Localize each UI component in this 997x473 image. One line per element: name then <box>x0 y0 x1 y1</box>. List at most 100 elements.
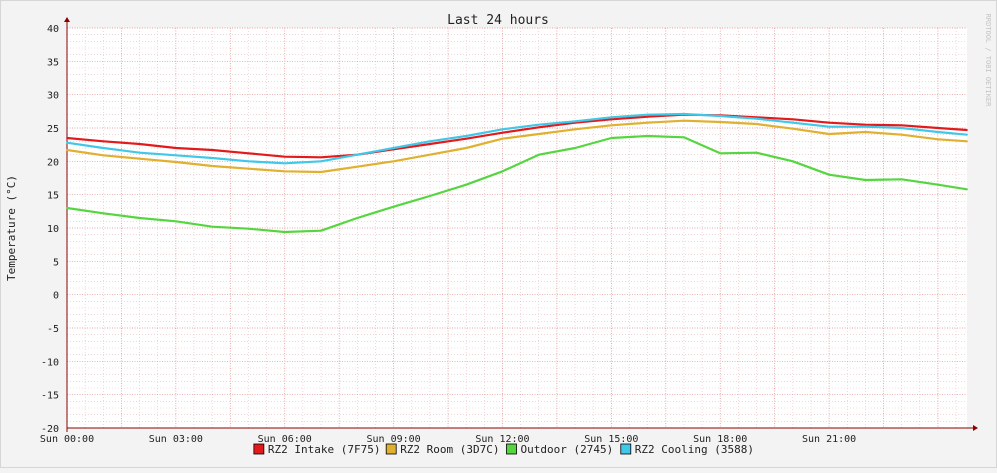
data-point <box>900 178 903 181</box>
data-point <box>719 115 722 117</box>
data-point <box>392 205 395 208</box>
data-point <box>465 147 468 149</box>
data-point <box>610 124 613 127</box>
data-point <box>138 151 141 154</box>
legend-swatch-2 <box>385 443 397 455</box>
data-point <box>320 160 322 163</box>
data-point <box>283 162 286 165</box>
x-tick-label: Sun 21:00 <box>802 434 856 445</box>
y-tick-label: -15 <box>41 391 59 402</box>
data-point <box>646 113 649 116</box>
data-point <box>66 137 68 139</box>
data-point <box>429 153 431 156</box>
y-tick-label: -5 <box>47 324 59 335</box>
y-tick-label: -10 <box>41 357 59 368</box>
data-point <box>174 220 177 223</box>
data-point <box>937 127 939 129</box>
x-tick-label: Sun 12:00 <box>475 434 529 445</box>
data-point <box>537 123 540 126</box>
y-tick-label: 25 <box>47 124 59 135</box>
data-point <box>537 153 540 156</box>
data-point <box>937 131 939 133</box>
data-point <box>900 133 903 136</box>
x-tick-label: Sun 15:00 <box>584 434 638 445</box>
rrdtool-watermark: RRDTOOL / TOBI OETIKER <box>984 14 992 108</box>
data-point <box>646 121 649 124</box>
y-tick-label: 0 <box>53 291 59 302</box>
data-point <box>791 118 794 121</box>
y-tick-label: 15 <box>47 191 59 202</box>
legend-label-3: Outdoor (2745) <box>521 443 614 456</box>
legend-swatch-3 <box>506 443 517 455</box>
data-point <box>247 160 250 163</box>
y-tick-label: 10 <box>47 224 59 235</box>
data-point <box>864 123 867 126</box>
series-line-4 <box>66 112 968 165</box>
data-point <box>501 128 504 131</box>
data-point <box>828 173 830 176</box>
data-point <box>283 155 286 158</box>
data-point <box>429 140 431 143</box>
y-tick-label: 20 <box>47 157 59 168</box>
data-point <box>646 135 649 137</box>
legend-label-4: RZ2 Cooling (3588) <box>635 443 754 456</box>
data-point <box>320 171 322 173</box>
data-point <box>102 140 105 143</box>
data-point <box>864 131 867 133</box>
data-point <box>937 183 939 186</box>
data-point <box>211 149 214 151</box>
data-point <box>247 167 250 170</box>
data-point <box>683 119 685 122</box>
y-tick-label: 40 <box>47 24 59 35</box>
data-point <box>356 217 359 219</box>
series-line-3 <box>66 134 968 234</box>
data-point <box>755 123 758 125</box>
data-point <box>610 137 613 139</box>
data-point <box>465 137 468 140</box>
x-tick-label: Sun 03:00 <box>149 434 203 445</box>
data-point <box>320 156 322 159</box>
data-point <box>791 160 794 163</box>
data-point <box>966 133 968 136</box>
data-point <box>966 188 968 191</box>
data-point <box>356 153 359 156</box>
data-point <box>174 154 177 157</box>
data-point <box>102 154 105 157</box>
y-tick-label: 35 <box>47 57 59 68</box>
x-axis-arrow <box>973 425 978 431</box>
data-point <box>392 160 395 163</box>
data-point <box>537 133 540 135</box>
data-point <box>966 129 968 131</box>
data-point <box>174 147 177 149</box>
data-point <box>429 195 431 197</box>
y-tick-label: -20 <box>41 424 59 435</box>
data-point <box>683 136 685 139</box>
data-point <box>138 143 141 145</box>
data-point <box>174 161 177 163</box>
data-point <box>102 147 105 149</box>
data-point <box>356 165 359 168</box>
data-point <box>211 225 214 228</box>
data-point <box>66 141 68 144</box>
data-point <box>828 121 830 124</box>
legend-label-2: RZ2 Room (3D7C) <box>400 443 499 456</box>
data-point <box>755 151 758 154</box>
data-point <box>574 128 576 131</box>
data-point <box>937 138 939 141</box>
legend: RZ2 Intake (7F75) RZ2 Room (3D7C) Outdoor … <box>253 443 754 456</box>
data-point <box>247 152 250 155</box>
legend-label-1: RZ2 Intake (7F75) <box>268 443 381 456</box>
data-point <box>66 207 68 209</box>
data-point <box>828 133 830 135</box>
data-point <box>501 170 504 173</box>
data-point <box>719 152 722 155</box>
data-point <box>247 227 250 230</box>
legend-swatch-4 <box>620 443 632 455</box>
data-point <box>864 179 867 181</box>
data-point <box>574 120 576 123</box>
data-point <box>646 115 649 118</box>
data-point <box>864 125 867 128</box>
data-point <box>465 135 468 137</box>
